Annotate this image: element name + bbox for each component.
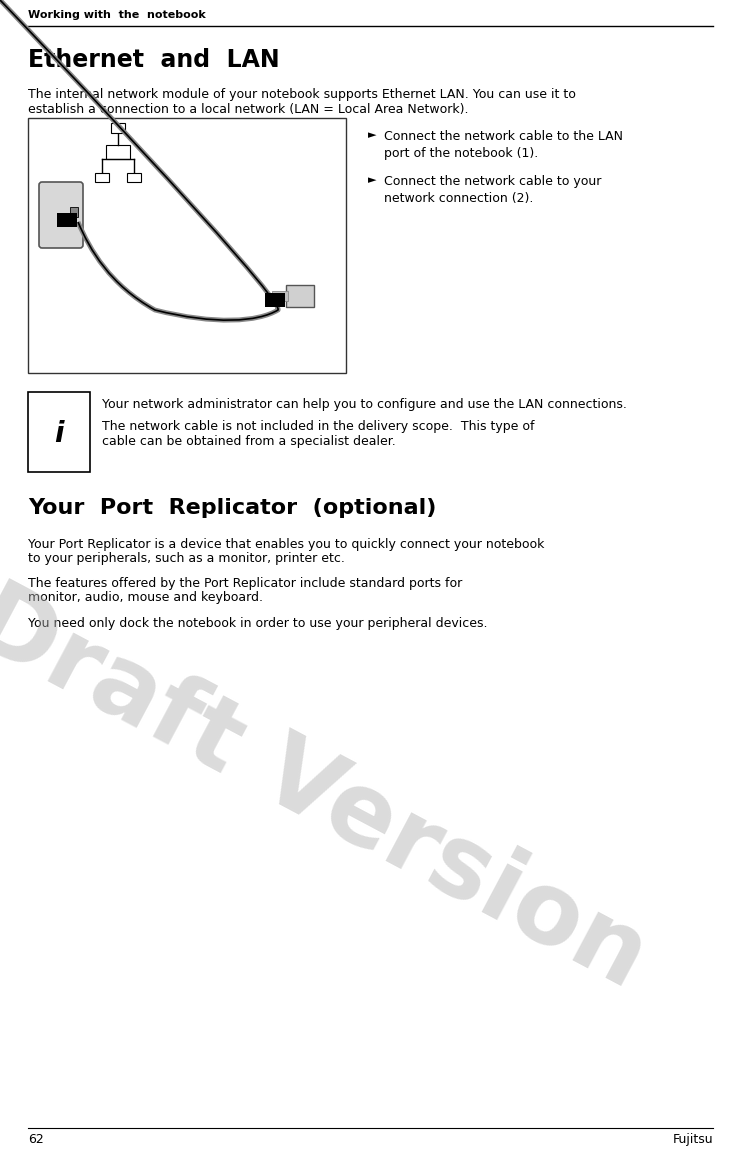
Text: i: i bbox=[54, 420, 64, 449]
Text: You need only dock the notebook in order to use your peripheral devices.: You need only dock the notebook in order… bbox=[28, 617, 488, 630]
Text: ►: ► bbox=[368, 175, 376, 185]
Text: Fujitsu: Fujitsu bbox=[672, 1134, 713, 1146]
Text: 2: 2 bbox=[267, 294, 275, 304]
Bar bbox=[70, 207, 78, 217]
Text: to your peripherals, such as a monitor, printer etc.: to your peripherals, such as a monitor, … bbox=[28, 552, 345, 564]
Bar bbox=[28, 118, 346, 373]
Text: Connect the network cable to the LAN
port of the notebook (1).: Connect the network cable to the LAN por… bbox=[384, 130, 623, 160]
Text: establish a connection to a local network (LAN = Local Area Network).: establish a connection to a local networ… bbox=[28, 103, 468, 116]
Text: 62: 62 bbox=[28, 1134, 44, 1146]
Bar bbox=[272, 291, 288, 301]
Bar bbox=[95, 173, 109, 182]
Text: Ethernet  and  LAN: Ethernet and LAN bbox=[28, 48, 279, 72]
Text: monitor, audio, mouse and keyboard.: monitor, audio, mouse and keyboard. bbox=[28, 591, 263, 604]
Bar bbox=[111, 123, 125, 133]
Bar bbox=[127, 173, 141, 182]
Text: Your network administrator can help you to configure and use the LAN connections: Your network administrator can help you … bbox=[102, 398, 627, 411]
Text: Your Port Replicator is a device that enables you to quickly connect your notebo: Your Port Replicator is a device that en… bbox=[28, 538, 545, 551]
Text: The features offered by the Port Replicator include standard ports for: The features offered by the Port Replica… bbox=[28, 577, 462, 590]
Text: cable can be obtained from a specialist dealer.: cable can be obtained from a specialist … bbox=[102, 435, 396, 449]
Bar bbox=[286, 285, 314, 307]
FancyBboxPatch shape bbox=[39, 182, 83, 248]
FancyBboxPatch shape bbox=[265, 293, 285, 307]
Text: Draft Version: Draft Version bbox=[0, 571, 663, 1008]
Text: 1: 1 bbox=[59, 214, 67, 224]
Text: Your  Port  Replicator  (optional): Your Port Replicator (optional) bbox=[28, 498, 436, 518]
Text: Working with  the  notebook: Working with the notebook bbox=[28, 10, 206, 20]
Bar bbox=[106, 145, 130, 159]
Text: The network cable is not included in the delivery scope.  This type of: The network cable is not included in the… bbox=[102, 420, 534, 433]
Text: The internal network module of your notebook supports Ethernet LAN. You can use : The internal network module of your note… bbox=[28, 88, 576, 101]
Text: ►: ► bbox=[368, 130, 376, 140]
FancyBboxPatch shape bbox=[57, 213, 77, 227]
Text: Connect the network cable to your
network connection (2).: Connect the network cable to your networ… bbox=[384, 175, 602, 205]
Bar bbox=[28, 392, 90, 472]
